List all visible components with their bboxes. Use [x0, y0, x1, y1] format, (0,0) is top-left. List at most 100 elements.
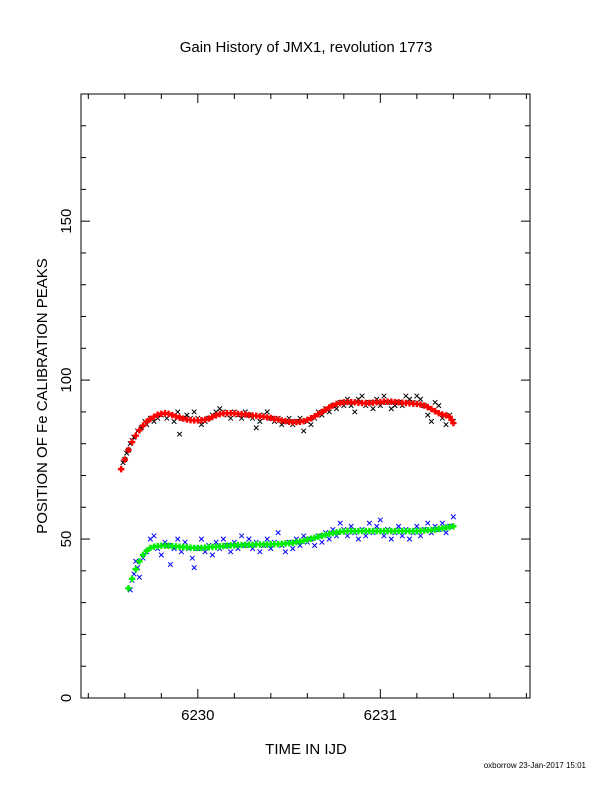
data-point [395, 523, 402, 529]
x-axis-ticks: 6230 6231 [87, 94, 527, 724]
data-point [297, 542, 303, 549]
data-point [136, 427, 143, 434]
plot-frame [80, 93, 531, 699]
x-tick-label: 6230 [181, 707, 214, 724]
data-point [311, 542, 318, 549]
data-point [191, 565, 197, 571]
data-point [128, 575, 136, 582]
data-point [136, 558, 143, 565]
data-point [198, 536, 205, 542]
data-point [253, 425, 259, 431]
data-point [249, 545, 256, 552]
data-point [202, 549, 208, 555]
y-tick-label: 150 [58, 209, 75, 234]
data-point [220, 536, 227, 542]
data-point [165, 410, 172, 418]
data-point [308, 421, 314, 428]
series-2 [127, 514, 456, 593]
data-point [125, 446, 132, 454]
data-point [381, 393, 387, 399]
data-point [290, 545, 296, 552]
data-point [128, 438, 136, 446]
data-point [352, 409, 358, 415]
data-point [158, 552, 164, 558]
data-point [297, 415, 303, 421]
series-layer [117, 393, 457, 593]
data-point [307, 415, 315, 422]
data-point [228, 415, 234, 421]
data-point [428, 405, 435, 413]
data-point [167, 561, 174, 568]
data-point [139, 422, 147, 429]
data-point [286, 415, 292, 421]
data-point [213, 539, 219, 545]
data-point [326, 404, 333, 411]
data-point [282, 549, 289, 555]
data-point [377, 517, 383, 523]
y-axis-ticks: 0 50 100 150 [58, 93, 530, 702]
data-point [264, 536, 270, 542]
data-point [425, 412, 431, 418]
data-point [246, 536, 252, 542]
data-point [366, 520, 373, 526]
data-point [169, 411, 176, 419]
data-point [275, 530, 281, 536]
data-point [363, 533, 369, 539]
data-point [150, 413, 158, 420]
data-point [175, 536, 181, 542]
data-point [377, 402, 383, 409]
data-point [133, 558, 139, 564]
data-point [315, 410, 322, 418]
data-point [178, 549, 185, 555]
data-point [374, 523, 380, 529]
data-point [311, 413, 318, 420]
data-point [319, 539, 325, 545]
data-point [443, 530, 449, 536]
data-point [151, 533, 157, 539]
data-point [205, 415, 212, 422]
data-point [117, 465, 125, 473]
data-point [344, 533, 351, 539]
data-point [209, 552, 216, 558]
data-point [121, 456, 129, 463]
data-point [406, 536, 413, 542]
y-tick-label: 0 [58, 694, 75, 702]
data-point [399, 533, 405, 539]
data-point [136, 574, 143, 580]
y-axis-label: POSITION OF Fe CALIBRATION PEAKS [34, 258, 51, 534]
data-point [420, 402, 428, 409]
data-point [147, 544, 154, 552]
data-point [424, 403, 431, 411]
data-point [318, 408, 326, 416]
data-point [212, 412, 220, 419]
data-point [355, 536, 362, 542]
data-point [257, 418, 263, 425]
data-point [189, 555, 195, 561]
data-point [359, 393, 365, 399]
footer-credit: oxborrow 23-Jan-2017 15:01 [484, 761, 587, 770]
data-point [450, 523, 457, 530]
data-point [191, 409, 197, 415]
y-tick-label: 50 [58, 531, 75, 548]
data-point [176, 431, 183, 437]
data-point [417, 396, 424, 402]
data-point [450, 419, 457, 427]
data-point [329, 402, 337, 409]
data-point [125, 585, 132, 592]
data-point [268, 545, 274, 552]
data-point [425, 520, 431, 526]
data-point [147, 415, 154, 423]
data-point [333, 533, 340, 539]
data-point [450, 514, 456, 520]
data-point [238, 533, 245, 539]
data-point [431, 408, 439, 415]
data-point [337, 520, 343, 526]
data-point [209, 413, 216, 421]
data-point [414, 523, 420, 529]
data-point [132, 566, 139, 573]
series-1 [117, 398, 457, 473]
data-point [436, 402, 442, 409]
data-point [172, 413, 180, 420]
